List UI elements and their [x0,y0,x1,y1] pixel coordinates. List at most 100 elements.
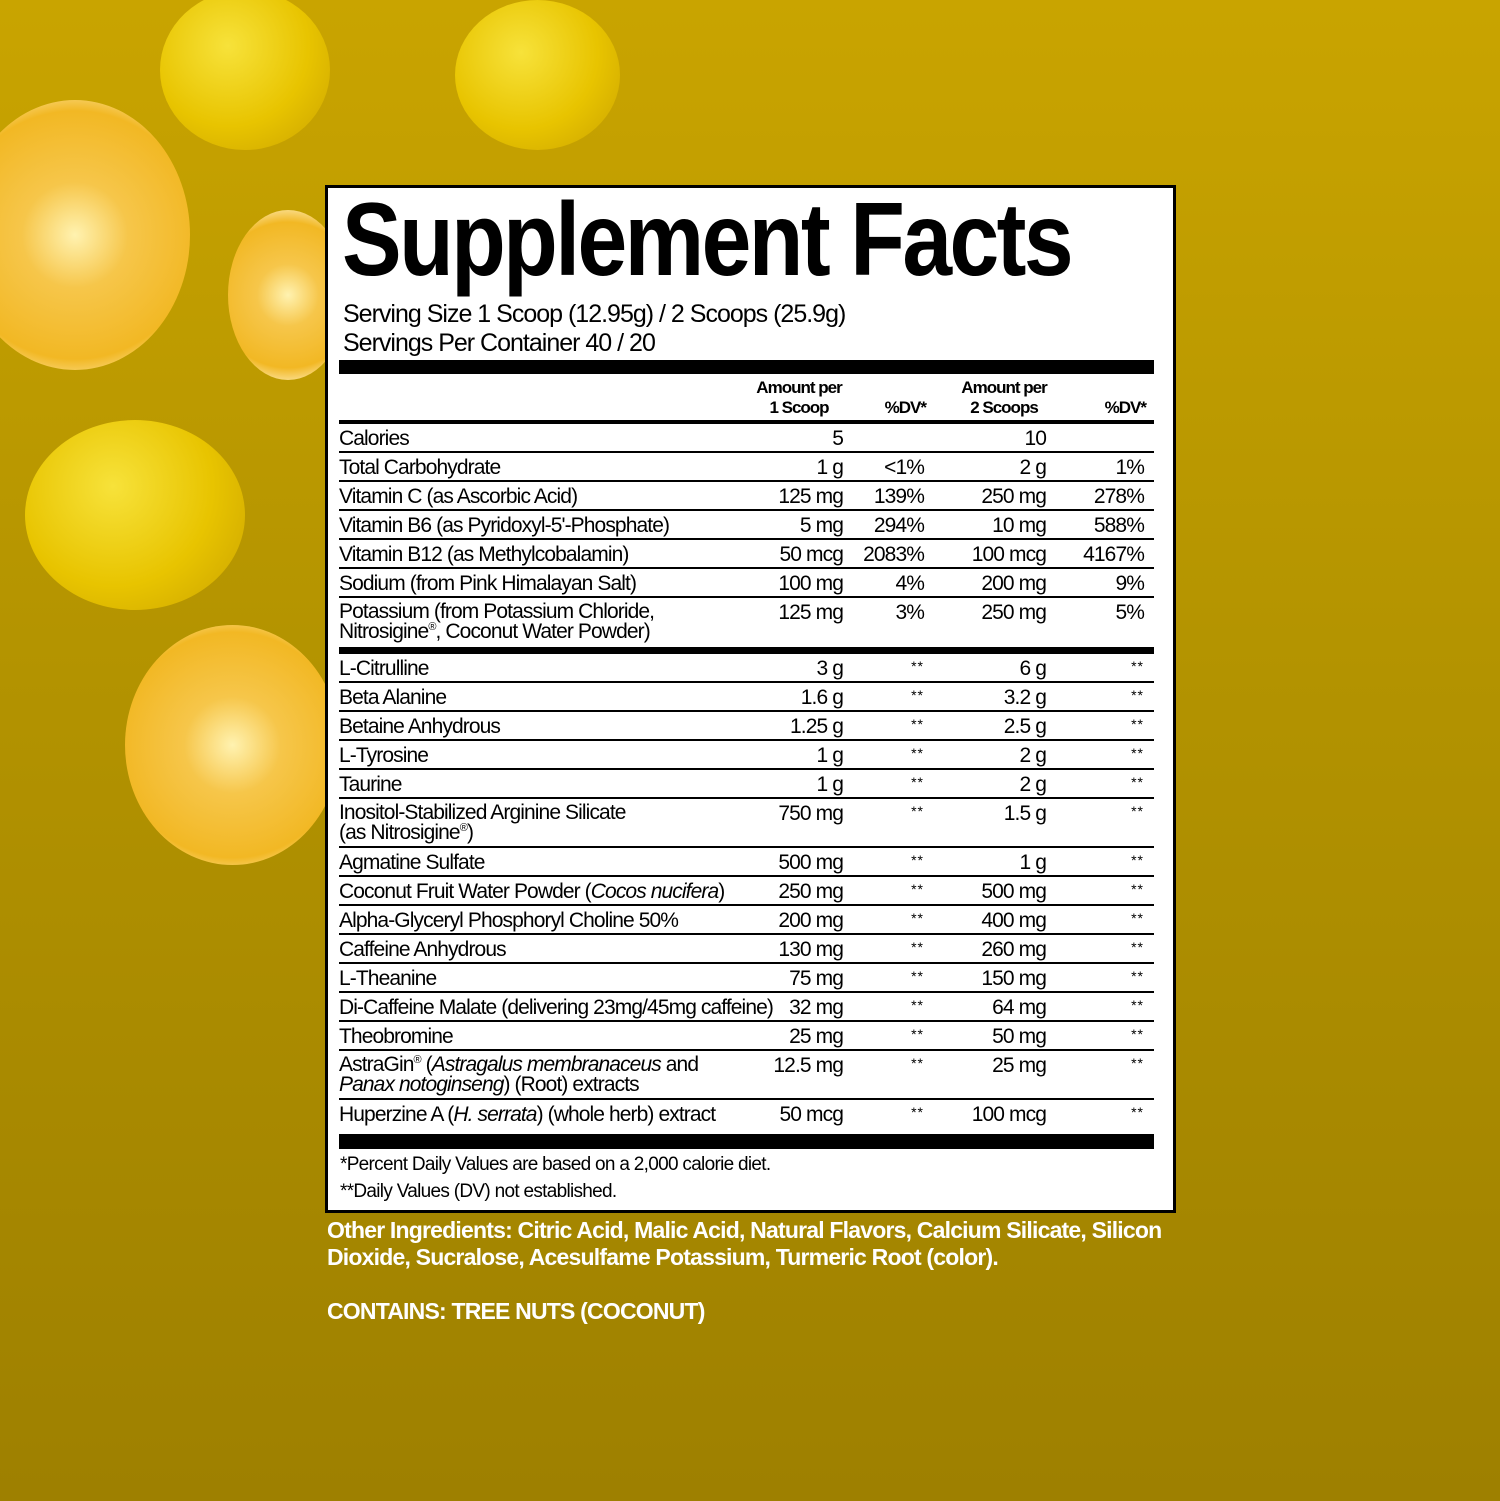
ingredient-name: Alpha-Glyceryl Phosphoryl Choline 50% [339,909,679,932]
ingredient-name: Agmatine Sulfate [339,851,485,874]
amount-per-2-scoops: 2.5 g [1003,715,1047,738]
allergen-statement: CONTAINS: TREE NUTS (COCONUT) [327,1298,705,1324]
lemon-image [455,0,620,150]
dv-1-scoop: ** [911,716,924,732]
amount-per-2-scoops: 6 g [1019,657,1047,680]
header-amount2: Amount per [961,378,1047,397]
other-ingredients: Other Ingredients: Citric Acid, Malic Ac… [327,1217,1162,1271]
table-row: Coconut Fruit Water Powder (Cocos nucife… [339,877,1154,906]
serving-size: Serving Size 1 Scoop (12.95g) / 2 Scoops… [343,300,846,328]
lemon-image [160,0,330,150]
amount-per-1-scoop: 125 mg [778,601,844,624]
amount-per-1-scoop: 32 mg [789,996,844,1019]
dv-1-scoop: ** [911,939,924,955]
ingredient-name: Di-Caffeine Malate (delivering 23mg/45mg… [339,996,774,1019]
amount-per-2-scoops: 25 mg [992,1054,1047,1077]
amount-per-1-scoop: 250 mg [778,880,844,903]
ingredient-name: Beta Alanine [339,686,447,709]
dv-1-scoop: ** [911,881,924,897]
dv-2-scoops: 588% [1093,514,1145,537]
ingredient-name: Vitamin C (as Ascorbic Acid) [339,485,578,508]
table-row: Caffeine Anhydrous 130 mg ** 260 mg ** [339,935,1154,964]
lemon-slice-image [0,100,190,370]
table-row: Agmatine Sulfate 500 mg ** 1 g ** [339,848,1154,877]
dv-1-scoop: ** [911,910,924,926]
servings-per-container: Servings Per Container 40 / 20 [343,329,656,357]
dv-2-scoops: 1% [1115,456,1144,479]
amount-per-2-scoops: 100 mcg [971,543,1047,566]
amount-per-1-scoop: 25 mg [789,1025,844,1048]
table-row: AstraGin® (Astragalus membranaceus and Pa… [339,1051,1154,1100]
dv-1-scoop: ** [911,687,924,703]
amount-per-2-scoops: 3.2 g [1003,686,1047,709]
dv-2-scoops: ** [1131,774,1144,790]
table-row: Inositol-Stabilized Arginine Silicate (as… [339,799,1154,848]
divider-bar [339,360,1154,374]
dv-2-scoops: ** [1131,881,1144,897]
header-amount2-sub: 2 Scoops [970,398,1039,417]
amount-per-2-scoops: 10 mg [992,514,1047,537]
ingredient-name: Theobromine [339,1025,454,1048]
amount-per-2-scoops: 150 mg [981,967,1047,990]
amount-per-1-scoop: 5 mg [799,514,844,537]
amount-per-1-scoop: 12.5 mg [773,1054,843,1077]
header-amount1: Amount per [756,378,842,397]
amount-per-2-scoops: 400 mg [981,909,1047,932]
table-row: Vitamin B6 (as Pyridoxyl-5'-Phosphate) 5 … [339,511,1154,540]
other-ingredients-line: Other Ingredients: Citric Acid, Malic Ac… [327,1217,1162,1243]
dv-1-scoop: ** [911,1104,924,1120]
amount-per-2-scoops: 2 g [1019,744,1047,767]
table-row: Theobromine 25 mg ** 50 mg ** [339,1022,1154,1051]
lemon-image [25,420,245,610]
header-dv2: %DV* [1104,398,1147,417]
table-row: L-Tyrosine 1 g ** 2 g ** [339,741,1154,770]
ingredient-name: Taurine [339,773,402,796]
table-row: Vitamin B12 (as Methylcobalamin) 50 mcg 20… [339,540,1154,569]
dv-2-scoops: ** [1131,803,1144,819]
dv-2-scoops: 5% [1115,601,1144,624]
dv-2-scoops: ** [1131,1026,1144,1042]
ingredient-name: Vitamin B6 (as Pyridoxyl-5'-Phosphate) [339,514,670,537]
header-amount1-sub: 1 Scoop [769,398,829,417]
amount-per-2-scoops: 10 [1024,427,1046,450]
dv-1-scoop: ** [911,1055,924,1071]
amount-per-2-scoops: 100 mcg [971,1103,1047,1126]
amount-per-2-scoops: 1.5 g [1003,802,1047,825]
table-row: Total Carbohydrate 1 g <1% 2 g 1% [339,453,1154,482]
dv-1-scoop: ** [911,774,924,790]
table-row: Betaine Anhydrous 1.25 g ** 2.5 g ** [339,712,1154,741]
dv-2-scoops: ** [1131,1055,1144,1071]
amount-per-2-scoops: 64 mg [992,996,1047,1019]
dv-1-scoop: <1% [884,456,925,479]
dv-2-scoops: 4167% [1083,543,1145,566]
supplement-facts-label: Supplement Facts Serving Size 1 Scoop (1… [325,185,1176,1213]
table-row: Alpha-Glyceryl Phosphoryl Choline 50% 200… [339,906,1154,935]
amount-per-2-scoops: 1 g [1019,851,1047,874]
dv-2-scoops: ** [1131,1104,1144,1120]
ingredient-name: Caffeine Anhydrous [339,938,507,961]
table-row: Taurine 1 g ** 2 g ** [339,770,1154,799]
ingredient-name: Potassium (from Potassium Chloride, Nitro… [339,600,655,643]
dv-1-scoop: ** [911,658,924,674]
table-row: L-Citrulline 3 g ** 6 g ** [339,654,1154,683]
ingredient-name: L-Tyrosine [339,744,429,767]
amount-per-2-scoops: 260 mg [981,938,1047,961]
amount-per-2-scoops: 250 mg [981,601,1047,624]
table-row: Potassium (from Potassium Chloride, Nitro… [339,598,1154,647]
footnote: **Daily Values (DV) not established. [340,1181,617,1202]
divider-bar [339,1134,1154,1149]
ingredient-name: Total Carbohydrate [339,456,501,479]
ingredient-name: Sodium (from Pink Himalayan Salt) [339,572,637,595]
dv-1-scoop: ** [911,852,924,868]
amount-per-1-scoop: 1.25 g [790,715,844,738]
amount-per-1-scoop: 75 mg [789,967,844,990]
table-row: Beta Alanine 1.6 g ** 3.2 g ** [339,683,1154,712]
ingredient-rows: L-Citrulline 3 g ** 6 g ** Beta Alanine 1.6 g *… [339,654,1154,1129]
footnote: *Percent Daily Values are based on a 2,0… [340,1154,771,1175]
table-row: Di-Caffeine Malate (delivering 23mg/45mg… [339,993,1154,1022]
dv-1-scoop: 3% [895,601,924,624]
dv-2-scoops: ** [1131,910,1144,926]
table-row: Calories 5 10 [339,424,1154,453]
amount-per-2-scoops: 50 mg [992,1025,1047,1048]
ingredient-name: Huperzine A (H. serrata) (whole herb) ex… [339,1103,716,1126]
